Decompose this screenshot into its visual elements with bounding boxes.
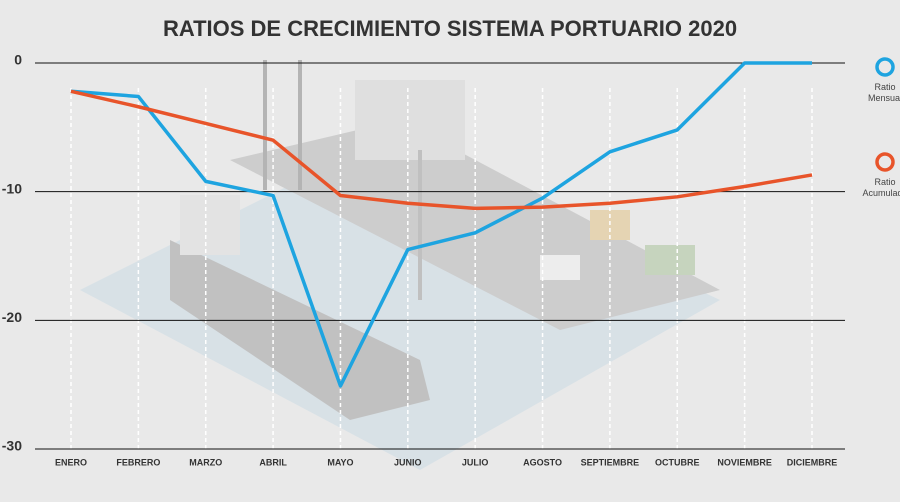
x-tick-label: OCTUBRE	[655, 457, 700, 467]
series-line	[70, 61, 812, 388]
legend-marker	[875, 152, 895, 172]
x-tick-label: MAYO	[327, 457, 353, 467]
legend-marker	[875, 57, 895, 77]
x-tick-label: JUNIO	[394, 457, 422, 467]
x-tick-label: DICIEMBRE	[787, 457, 838, 467]
legend-label: Ratio Mensual	[867, 82, 900, 103]
y-tick-label: 0	[14, 52, 22, 68]
y-tick-label: -20	[2, 309, 22, 325]
x-tick-label: NOVIEMBRE	[717, 457, 772, 467]
x-tick-label: SEPTIEMBRE	[581, 457, 640, 467]
x-tick-label: AGOSTO	[523, 457, 562, 467]
y-tick-label: -30	[2, 438, 22, 454]
x-tick-label: MARZO	[189, 457, 222, 467]
x-tick-label: JULIO	[462, 457, 489, 467]
x-tick-label: ENERO	[55, 457, 87, 467]
series-line	[70, 89, 813, 211]
y-tick-label: -10	[2, 180, 22, 196]
x-tick-label: FEBRERO	[116, 457, 160, 467]
legend-label: Ratio Acumulado	[862, 177, 900, 198]
chart-title: RATIOS DE CRECIMIENTO SISTEMA PORTUARIO …	[163, 16, 737, 41]
x-tick-label: ABRIL	[259, 457, 287, 467]
